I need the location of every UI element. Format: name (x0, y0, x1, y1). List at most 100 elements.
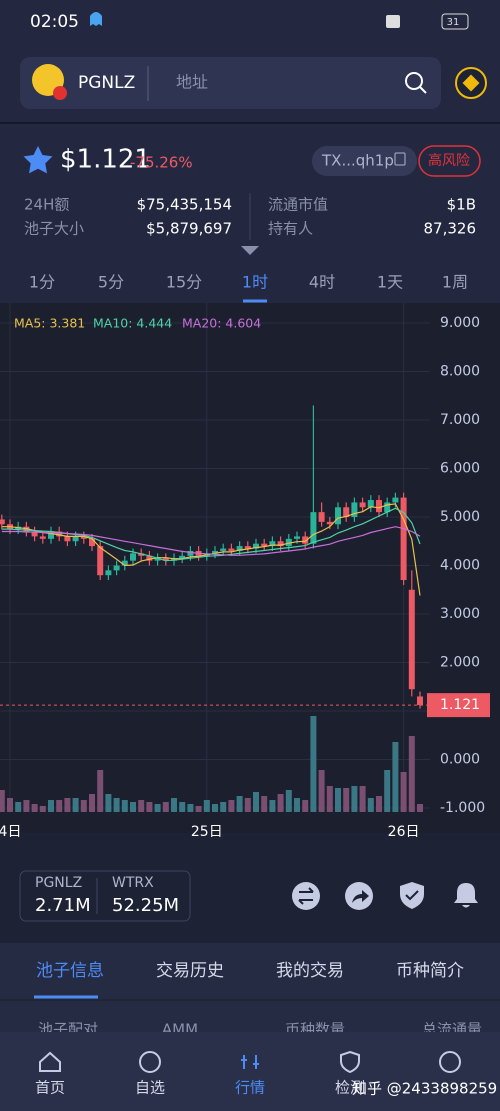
swap-button[interactable] (292, 882, 320, 910)
candle-body (326, 521, 333, 525)
tabs-bg (0, 943, 500, 1033)
volume-bar (80, 800, 87, 812)
candle-body (408, 589, 415, 690)
y-tick-label: 2.000 (440, 655, 480, 671)
share-glyph (352, 890, 369, 903)
risk-pill[interactable] (418, 145, 481, 177)
section-tab[interactable]: 我的交易 (276, 961, 344, 981)
address-pill[interactable] (312, 146, 417, 176)
pair-amount: 2.71M (35, 895, 91, 916)
volume-bar (277, 794, 284, 812)
volume-bar (72, 798, 79, 812)
volume-bar (384, 770, 391, 812)
volume-bar (15, 802, 22, 812)
section-tab[interactable]: 池子信息 (36, 961, 104, 981)
volume-bar (146, 802, 153, 812)
candle-body (417, 696, 423, 706)
candle-body (64, 536, 71, 542)
stat-value: 87,326 (424, 220, 477, 238)
last-price-box (427, 693, 490, 718)
ma-label: MA5: 3.381 (14, 316, 85, 331)
candle-body (367, 500, 374, 508)
candle-body (318, 512, 325, 522)
volume-bar (97, 770, 104, 812)
candle-body (376, 500, 382, 513)
interval-tab[interactable]: 15分 (166, 273, 202, 292)
y-tick-label: -1.000 (440, 800, 485, 816)
nav-label[interactable]: 行情 (235, 1079, 265, 1097)
app-icon (90, 12, 102, 26)
volume-bar (400, 772, 407, 812)
interval-tab[interactable]: 1天 (377, 273, 403, 292)
candle-body (310, 512, 317, 544)
volume-bar (7, 798, 13, 812)
volume-bar (376, 796, 382, 812)
security-button[interactable] (400, 882, 424, 909)
volume-bar (417, 804, 423, 812)
search-icon[interactable] (405, 72, 423, 90)
y-tick-label: 9.000 (440, 315, 480, 331)
copy-icon[interactable] (394, 152, 406, 166)
volume-bar (220, 802, 227, 812)
search-bar[interactable] (20, 57, 441, 109)
pair-symbol: WTRX (112, 875, 154, 891)
candle-body (228, 548, 235, 551)
volume-bar (56, 800, 63, 812)
candle-body (48, 531, 54, 539)
alert-button[interactable] (454, 883, 478, 908)
nav-label[interactable]: 首页 (35, 1079, 65, 1097)
stat-label: 24H额 (24, 196, 69, 214)
interval-tab[interactable]: 5分 (98, 273, 124, 292)
stat-value: $75,435,154 (137, 196, 232, 214)
favorite-star[interactable] (23, 146, 53, 174)
candle-body (97, 546, 104, 576)
candle-body (130, 553, 136, 561)
candle-body (359, 502, 366, 508)
candle-body (72, 536, 79, 542)
interval-tab[interactable]: 1周 (442, 273, 468, 292)
volume-bar (179, 802, 186, 812)
candle-body (31, 531, 38, 537)
y-tick-label: 3.000 (440, 606, 480, 622)
candle-body (187, 550, 194, 556)
last-price-label: 1.121 (440, 697, 480, 713)
volume-bar (138, 800, 145, 812)
ma-label: MA20: 4.604 (182, 316, 261, 331)
x-tick-label: 25日 (191, 824, 223, 840)
interval-tab[interactable]: 1分 (29, 273, 55, 292)
battery-icon (441, 13, 469, 30)
section-tab[interactable]: 币种简介 (396, 961, 464, 981)
nav-label[interactable]: 检测 (335, 1079, 365, 1097)
y-tick-label: 5.000 (440, 509, 480, 525)
nav-label[interactable]: 自选 (135, 1079, 165, 1097)
candle-body (138, 553, 145, 556)
volume-bar (212, 804, 218, 812)
nav-bg (0, 1032, 500, 1111)
interval-tab[interactable]: 1时 (242, 273, 268, 292)
volume-bar (187, 804, 194, 812)
volume-bar (154, 804, 161, 812)
volume-bar (121, 800, 128, 812)
nav-icon (241, 1055, 259, 1069)
volume-bar (367, 798, 374, 812)
interval-tab[interactable]: 4时 (309, 273, 335, 292)
candle-body (179, 555, 186, 559)
status-time: 02:05 (30, 12, 79, 32)
watermark: 知乎 @2433898259 (352, 1080, 497, 1098)
price-change: -75.26% (130, 154, 193, 172)
section-tab[interactable]: 交易历史 (156, 961, 224, 981)
nav-icon (39, 1051, 61, 1072)
volume-bar (261, 796, 268, 812)
candle-body (294, 536, 300, 539)
candle-body (56, 531, 63, 537)
x-tick-label: 4日 (0, 824, 21, 840)
candle-body (121, 560, 128, 566)
chain-badge (53, 86, 67, 100)
volume-bar (0, 790, 5, 812)
search-placeholder[interactable]: 地址 (176, 73, 208, 92)
expand-arrow[interactable] (241, 246, 259, 255)
volume-bar (203, 800, 210, 812)
risk-label: 高风险 (428, 152, 470, 169)
candle-body (39, 536, 46, 539)
stat-label: 流通市值 (268, 196, 328, 214)
